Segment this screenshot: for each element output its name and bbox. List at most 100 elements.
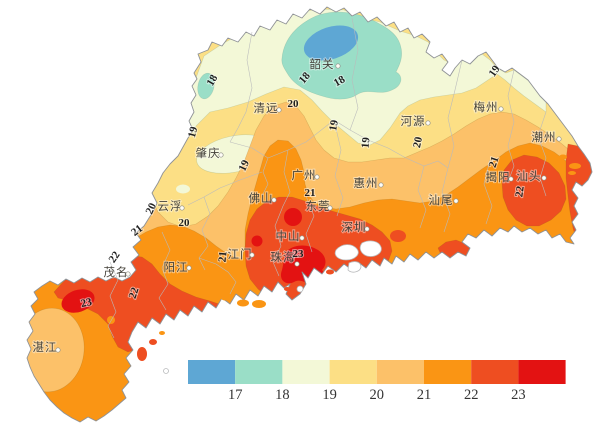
- legend-tick-label-21: 21: [417, 387, 432, 403]
- contour-label-20: 20: [288, 98, 300, 110]
- city-marker-jiangmen: [249, 252, 255, 258]
- legend-tick-label-22: 22: [464, 387, 479, 403]
- city-label-huizhou: 惠州: [354, 176, 379, 190]
- islands: [137, 154, 581, 374]
- island: [284, 287, 290, 291]
- island: [559, 154, 567, 160]
- city-label-jiangmen: 江门: [228, 247, 253, 261]
- city-marker-qingyuan: [276, 107, 282, 113]
- band-18-19-dot: [176, 184, 190, 194]
- contour-label-20: 20: [179, 217, 191, 229]
- city-marker-chaozhou: [556, 136, 562, 142]
- city-label-heyuan: 河源: [401, 114, 426, 128]
- city-marker-yunfu: [179, 205, 185, 211]
- city-marker-zhanjiang: [55, 347, 61, 353]
- city-marker-foshan: [271, 197, 277, 203]
- island-outline-lantau: [347, 261, 362, 273]
- city-label-shenzhen: 深圳: [342, 220, 367, 234]
- legend-tick-label-20: 20: [370, 387, 385, 403]
- city-marker-heyuan: [425, 120, 431, 126]
- city-marker-shanwei: [453, 198, 459, 204]
- contour-label-19: 19: [327, 119, 341, 132]
- city-label-zhanjiang: 湛江: [33, 341, 58, 354]
- city-label-zhongshan: 中山: [276, 230, 301, 243]
- city-marker-guangzhou: [314, 174, 320, 180]
- contour-label-21: 21: [487, 155, 502, 169]
- band-21-22-dot: [107, 316, 115, 324]
- city-label-guangzhou: 广州: [292, 169, 317, 182]
- band-22-23-shenzhen-east: [390, 230, 406, 242]
- island: [252, 300, 266, 308]
- band-23-dot-dongguan: [284, 208, 302, 226]
- island: [159, 331, 165, 335]
- city-label-meizhou: 梅州: [474, 100, 499, 114]
- city-marker-jieyang: [508, 176, 514, 182]
- island: [326, 269, 334, 275]
- city-marker-maoming: [125, 271, 131, 277]
- contour-label-22: 22: [106, 249, 122, 265]
- city-marker-shenzhen: [364, 226, 370, 232]
- legend-tick-label-23: 23: [511, 387, 526, 403]
- island-outline: [296, 285, 304, 293]
- city-label-qingyuan: 清远: [254, 102, 279, 115]
- contour-label-23: 23: [293, 248, 305, 260]
- legend: 17 18 19 20 21 22 23: [188, 360, 566, 403]
- city-marker-huizhou: [378, 182, 384, 188]
- city-marker-zhuhai: [294, 261, 300, 267]
- city-label-shanwei: 汕尾: [429, 194, 454, 207]
- legend-tick-label-19: 19: [322, 387, 337, 403]
- band-23-southwest: [61, 289, 95, 313]
- legend-tick-label-18: 18: [275, 387, 290, 403]
- prefecture-borders: [107, 17, 547, 339]
- band-17-oval: [303, 25, 359, 61]
- island: [568, 171, 576, 175]
- city-label-shaoguan: 韶关: [310, 57, 335, 71]
- city-label-yangjiang: 阳江: [164, 261, 189, 274]
- city-marker-shaoguan: [335, 63, 341, 69]
- city-label-chaozhou: 潮州: [532, 130, 557, 144]
- city-marker-zhongshan: [299, 235, 305, 241]
- contour-label-19: 19: [186, 125, 201, 139]
- legend-tick-label-17: 17: [228, 387, 243, 403]
- city-label-yunfu: 云浮: [158, 200, 183, 213]
- island: [237, 299, 249, 307]
- contour-label-23: 23: [80, 296, 94, 310]
- legend-swatch-1: [235, 360, 283, 384]
- contour-label-20: 20: [411, 135, 425, 149]
- island-outline-hongkong: [334, 244, 359, 261]
- city-marker-yangjiang: [186, 265, 192, 271]
- contour-label-22: 22: [513, 185, 526, 198]
- contour-label-19: 19: [360, 136, 373, 149]
- legend-swatch-4: [376, 360, 424, 384]
- legend-swatch-5: [424, 360, 472, 384]
- band-23-dot-zhongshan: [251, 235, 263, 247]
- island: [137, 347, 147, 361]
- city-marker-meizhou: [498, 106, 504, 112]
- legend-swatch-2: [282, 360, 330, 384]
- city-label-dongguan: 东莞: [306, 200, 331, 213]
- city-marker-dongguan: [327, 205, 333, 211]
- island-outline: [163, 368, 169, 374]
- island: [149, 339, 157, 345]
- city-label-foshan: 佛山: [249, 192, 274, 205]
- legend-swatch-0: [188, 360, 236, 384]
- city-label-zhaoqing: 肇庆: [196, 146, 221, 160]
- city-label-shantou: 汕头: [517, 170, 542, 183]
- contour-label-21: 21: [217, 251, 230, 263]
- band-22-23-shantou: [501, 154, 567, 227]
- legend-swatch-3: [329, 360, 377, 384]
- legend-swatch-6: [471, 360, 519, 384]
- island-outline-hongkong-east: [359, 240, 382, 257]
- city-marker-zhaoqing: [218, 152, 224, 158]
- city-label-jieyang: 揭阳: [486, 170, 511, 184]
- city-label-zhuhai: 珠海: [271, 250, 296, 264]
- legend-swatch-7: [518, 360, 566, 384]
- city-marker-shantou: [541, 175, 547, 181]
- island: [221, 295, 229, 301]
- city-label-maoming: 茂名: [104, 265, 129, 279]
- contour-label-21: 21: [305, 187, 316, 199]
